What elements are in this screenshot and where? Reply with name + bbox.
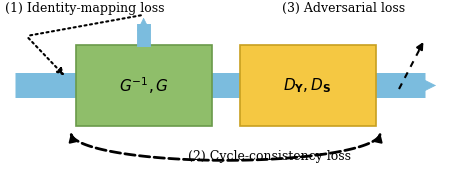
Text: $D_{\mathbf{Y}}, D_{\mathbf{S}}$: $D_{\mathbf{Y}}, D_{\mathbf{S}}$ xyxy=(283,76,332,95)
Text: $G^{-1}, G$: $G^{-1}, G$ xyxy=(118,75,169,96)
FancyBboxPatch shape xyxy=(76,45,212,126)
Text: (2) Cycle-consistency loss: (2) Cycle-consistency loss xyxy=(188,150,351,163)
Text: (3) Adversarial loss: (3) Adversarial loss xyxy=(282,2,405,15)
FancyBboxPatch shape xyxy=(240,45,376,126)
Text: (1) Identity-mapping loss: (1) Identity-mapping loss xyxy=(5,2,165,15)
